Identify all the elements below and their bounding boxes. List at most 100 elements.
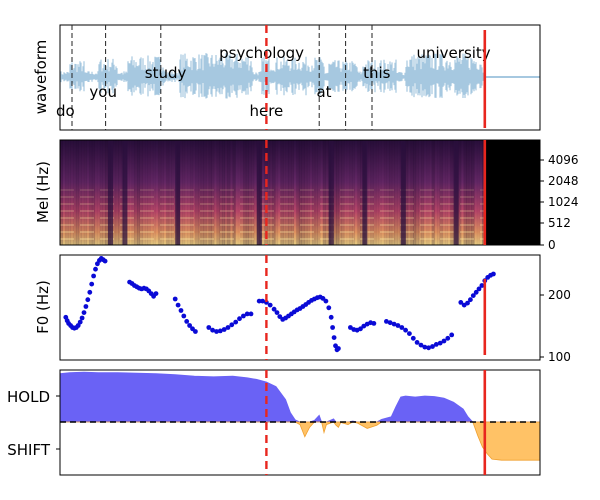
f0-panel: F0 (Hz) 100 200 [34, 254, 571, 364]
mel-column [83, 140, 87, 245]
mel-column [272, 140, 276, 245]
f0-point [79, 315, 85, 321]
mel-column [137, 140, 140, 245]
mel-column [296, 140, 300, 245]
mel-column [298, 140, 302, 245]
mel-column [184, 140, 188, 245]
mel-column [277, 140, 281, 245]
mel-column [91, 140, 95, 245]
f0-point [387, 320, 393, 326]
mel-column [346, 140, 350, 245]
f0-point [399, 325, 405, 330]
mel-column [370, 140, 374, 245]
mel-column [158, 140, 162, 245]
f0-point [153, 291, 159, 296]
mel-column [434, 140, 438, 245]
mel-column [152, 140, 156, 245]
f0-point [418, 342, 424, 348]
mel-column [437, 140, 440, 245]
f0-point [331, 335, 337, 340]
f0-yticks: 100 200 [540, 288, 571, 364]
f0-point [248, 311, 254, 317]
f0-point [175, 302, 181, 308]
f0-point [225, 325, 231, 330]
mel-gap [108, 140, 113, 245]
mel-column [115, 140, 119, 245]
mel-column [261, 140, 265, 245]
mel-column [232, 140, 236, 245]
mel-column [142, 140, 146, 245]
f0-point [371, 321, 377, 326]
f0-frame [59, 254, 541, 361]
mel-column [354, 140, 358, 245]
f0-point [430, 344, 435, 349]
f0-point [187, 323, 193, 328]
f0-point [260, 298, 265, 304]
f0-point [241, 313, 246, 319]
mel-column [471, 140, 475, 245]
waveform-trace [60, 53, 485, 99]
mel-column [306, 140, 310, 245]
mel-column [375, 140, 379, 245]
waveform-frame [59, 24, 541, 131]
f0-point [441, 338, 447, 344]
word-label: you [89, 83, 117, 101]
mel-column [166, 140, 170, 245]
mel-column [68, 140, 71, 245]
f0-point [102, 258, 108, 264]
mel-ytick-label: 512 [548, 216, 571, 230]
f0-point [395, 323, 401, 328]
f0-point [433, 342, 439, 347]
f0-point [476, 286, 482, 292]
f0-point [323, 298, 329, 304]
mel-column [206, 140, 209, 245]
mel-ytick-label: 4096 [548, 153, 579, 167]
mel-column [474, 140, 478, 245]
f0-point [470, 293, 476, 298]
mel-column [200, 140, 204, 245]
f0-point [473, 289, 479, 295]
f0-point [184, 319, 190, 324]
mel-column [309, 140, 313, 245]
mel-column [341, 140, 345, 245]
mel-column [229, 140, 233, 245]
turn-area-plot [60, 371, 540, 461]
mel-ylabel: Mel (Hz) [34, 161, 52, 223]
f0-point [206, 325, 212, 330]
mel-column [407, 140, 411, 245]
f0-point [491, 271, 496, 277]
mel-column [243, 140, 247, 245]
hold-label: HOLD [7, 388, 50, 406]
mel-column [203, 140, 207, 245]
f0-point [449, 332, 455, 338]
f0-point [330, 325, 335, 330]
mel-column [105, 140, 109, 245]
mel-gap [362, 140, 368, 245]
mel-column [168, 140, 172, 245]
mel-gap [175, 140, 181, 245]
mel-column [150, 140, 154, 245]
mel-column [179, 140, 183, 245]
mel-column [222, 140, 225, 245]
mel-column [187, 140, 191, 245]
f0-point [426, 345, 431, 351]
mel-column [73, 140, 77, 245]
f0-point [244, 311, 250, 317]
mel-column [301, 140, 305, 245]
mel-column [304, 140, 308, 245]
mel-column [75, 140, 79, 245]
mel-energy [60, 140, 485, 245]
mel-column [357, 140, 361, 245]
f0-point [468, 297, 473, 303]
f0-point [384, 319, 389, 324]
mel-column [463, 140, 467, 245]
f0-point [274, 310, 280, 315]
mel-column [338, 140, 342, 245]
mel-gap [256, 140, 262, 245]
mel-column [97, 140, 101, 245]
overlay: doyoustudypsychologyhereatthisuniversity [56, 25, 491, 475]
word-label: study [145, 64, 187, 82]
mel-ytick-label: 2048 [548, 174, 579, 188]
mel-column [431, 140, 435, 245]
mel-column [237, 140, 241, 245]
